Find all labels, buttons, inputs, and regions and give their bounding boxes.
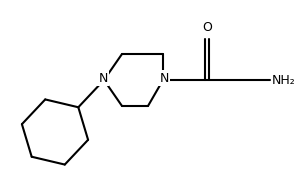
Text: O: O <box>202 21 212 34</box>
Text: N: N <box>98 72 108 85</box>
Text: N: N <box>159 72 169 85</box>
Text: NH₂: NH₂ <box>272 74 296 87</box>
